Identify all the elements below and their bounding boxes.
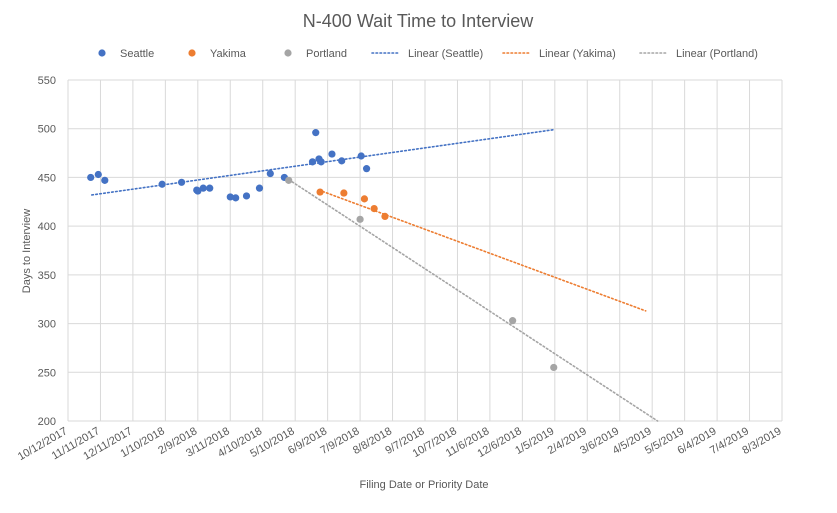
trendline-portland [284,176,659,422]
data-point-seattle [199,184,207,192]
data-points [87,129,558,372]
chart-title: N-400 Wait Time to Interview [303,11,534,31]
y-tick-label: 400 [38,221,56,233]
data-point-seattle [312,129,320,137]
data-point-seattle [308,158,317,166]
data-point-portland [509,317,517,325]
y-tick-label: 450 [38,172,56,184]
data-point-portland [356,215,364,223]
y-tick-label: 500 [38,124,56,136]
data-point-seattle [362,165,371,173]
data-point-portland [285,176,293,184]
legend-trendline-label-yakima: Linear (Yakima) [539,48,616,60]
y-tick-label: 200 [38,416,56,428]
data-point-seattle [94,170,102,179]
data-point-seattle [232,194,240,202]
data-point-seattle [255,184,264,192]
y-tick-label: 300 [38,319,56,331]
x-axis-label: Filing Date or Priority Date [360,479,489,491]
legend-marker-portland [284,49,292,57]
legend-marker-seattle [98,49,106,57]
legend-marker-yakima [188,49,196,57]
legend: Seattle Yakima Portland Linear (Seattle) Lin… [98,48,758,60]
data-point-yakima [340,189,348,197]
data-point-seattle [317,158,325,166]
data-point-yakima [360,195,369,203]
data-point-yakima [370,205,378,213]
data-point-yakima [316,188,324,196]
y-axis-ticks: 200 250 300 350 400 450 500 550 [38,75,56,428]
legend-label-yakima: Yakima [210,48,247,60]
data-point-seattle [101,176,109,184]
data-point-seattle [338,157,346,165]
data-point-seattle [266,169,274,178]
data-point-seattle [87,173,95,182]
y-tick-label: 350 [38,270,56,282]
y-tick-label: 250 [38,367,56,379]
data-point-seattle [177,178,186,186]
data-point-seattle [328,150,336,158]
legend-trendline-label-seattle: Linear (Seattle) [408,48,483,60]
data-point-seattle [226,193,234,201]
legend-label-seattle: Seattle [120,48,154,60]
data-point-seattle [357,152,365,160]
y-tick-label: 550 [38,75,56,87]
data-point-portland [550,363,558,372]
data-point-seattle [206,184,214,192]
legend-label-portland: Portland [306,48,347,60]
data-point-seattle [194,187,202,195]
y-axis-label: Days to Interview [21,209,33,293]
data-point-yakima [381,212,389,220]
data-point-seattle [242,192,251,200]
data-point-seattle [158,180,166,188]
legend-trendline-label-portland: Linear (Portland) [676,48,758,60]
